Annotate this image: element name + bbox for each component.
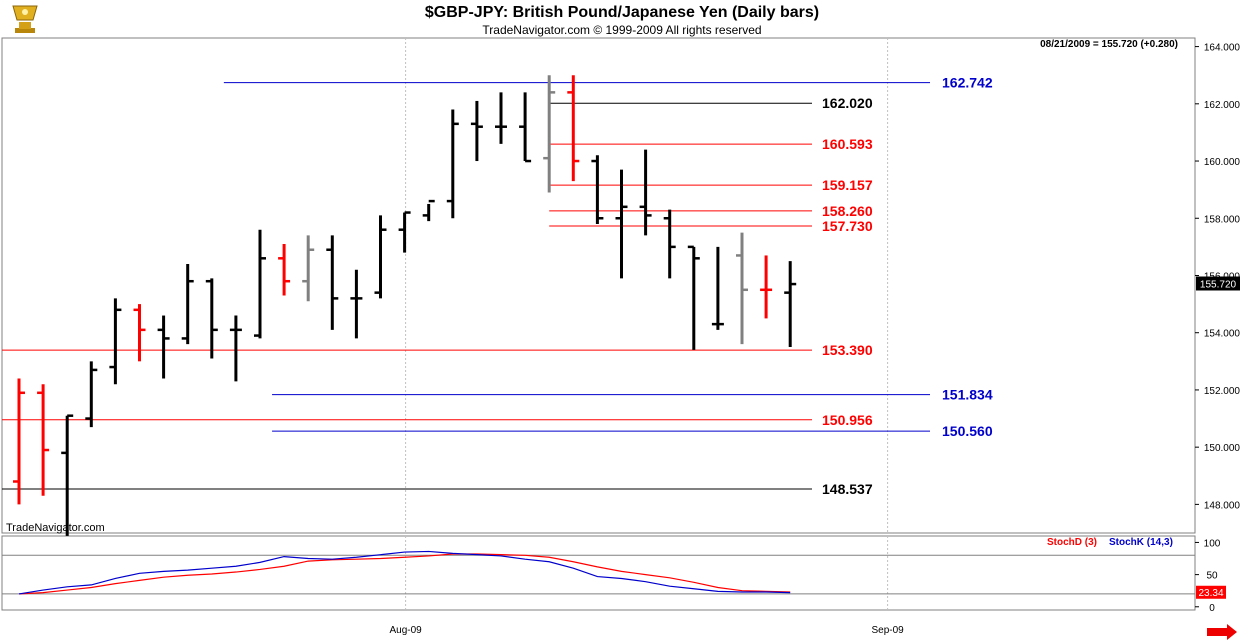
- ohlc-bar: [736, 232, 748, 345]
- ohlc-bar: [543, 75, 556, 193]
- grid-lines: [405, 38, 889, 610]
- chart-title: $GBP-JPY: British Pound/Japanese Yen (Da…: [425, 4, 819, 21]
- price-bars: [13, 75, 797, 536]
- ohlc-bar: [519, 92, 532, 163]
- ohlc-bar: [567, 75, 580, 182]
- ohlc-bar: [374, 215, 387, 299]
- x-tick-label: Sep-09: [871, 625, 904, 636]
- chart-subtitle: TradeNavigator.com © 1999-2009 All right…: [482, 23, 761, 37]
- y-tick-label: 158.000: [1204, 214, 1241, 225]
- ohlc-bar: [663, 209, 676, 279]
- ohlc-bar: [13, 378, 25, 505]
- chart-frame: [1, 37, 1196, 611]
- level-label: 159.157: [822, 177, 873, 193]
- stoch-tick-label: 0: [1209, 603, 1215, 614]
- support-resistance-levels: 162.742 162.020 160.593 159.157 158.260157.7…: [2, 75, 993, 497]
- stoch-last-tag: [1196, 585, 1226, 599]
- stoch-d-line: [18, 553, 791, 595]
- scroll-right-arrow-icon[interactable]: [1207, 624, 1237, 640]
- ohlc-bar: [181, 264, 194, 345]
- ohlc-bar: [711, 246, 724, 330]
- ohlc-bar: [229, 315, 242, 382]
- ohlc-bar: [784, 261, 797, 348]
- y-tick-label: 154.000: [1204, 329, 1241, 340]
- ohlc-bar: [157, 315, 170, 379]
- ohlc-bar: [133, 304, 146, 362]
- ohlc-bar: [615, 169, 628, 279]
- ohlc-bar: [85, 361, 98, 428]
- trophy-icon: [12, 5, 38, 33]
- axis-labels: Aug-09 Sep-09 148.000 150.000 152.000 154.000…: [389, 43, 1240, 636]
- ohlc-bar: [470, 100, 483, 162]
- ohlc-bar: [302, 235, 315, 302]
- y-tick-label: 160.000: [1204, 157, 1241, 168]
- stoch-panel-border: [1, 535, 1196, 611]
- level-label: 150.956: [822, 412, 873, 428]
- ohlc-bar: [446, 109, 459, 219]
- level-label: 162.020: [822, 95, 873, 111]
- level-label: 158.260: [822, 203, 873, 219]
- y-tick-label: 148.000: [1204, 500, 1241, 511]
- watermark: TradeNavigator.com: [6, 522, 105, 534]
- ohlc-bar: [109, 298, 122, 385]
- stoch-tick-label: 100: [1204, 538, 1221, 549]
- last-price-tag: [1196, 276, 1240, 291]
- price-panel-border: [1, 37, 1196, 534]
- level-label: 150.560: [942, 423, 993, 439]
- level-label: 157.730: [822, 218, 873, 234]
- legend-stoch-k: StochK (14,3): [1109, 537, 1173, 548]
- legend-stoch-d: StochD (3): [1047, 537, 1097, 548]
- y-tick-label: 162.000: [1204, 100, 1241, 111]
- y-tick-label: 152.000: [1204, 386, 1241, 397]
- y-tick-label: 164.000: [1204, 43, 1241, 54]
- ohlc-bar: [760, 255, 773, 319]
- ohlc-bar: [205, 278, 218, 359]
- level-label: 151.834: [942, 387, 993, 403]
- level-label: 162.742: [942, 75, 993, 91]
- stoch-tick-label: 50: [1206, 571, 1218, 582]
- ohlc-bar: [254, 229, 266, 339]
- last-price-label: 155.720: [1200, 279, 1237, 290]
- level-label: 160.593: [822, 136, 873, 152]
- ohlc-bar: [350, 269, 363, 339]
- ohlc-bar: [639, 149, 652, 236]
- ohlc-bar: [326, 235, 339, 330]
- ohlc-bar: [37, 384, 50, 496]
- x-tick-label: Aug-09: [389, 625, 422, 636]
- ohlc-bar: [61, 414, 74, 536]
- stoch-last-label: 23.34: [1198, 588, 1223, 599]
- stoch-k-line: [18, 550, 791, 595]
- level-label: 148.537: [822, 481, 873, 497]
- quote-readout: 08/21/2009 = 155.720 (+0.280): [1040, 39, 1178, 50]
- ohlc-bar: [495, 92, 507, 144]
- ohlc-bar: [398, 211, 411, 253]
- stochastics-panel: 100 50 0 StochD (3) StochK (14,3) 23.34: [2, 537, 1226, 614]
- level-label: 153.390: [822, 342, 873, 358]
- ohlc-bar: [422, 199, 435, 222]
- y-tick-label: 150.000: [1204, 443, 1241, 454]
- ohlc-bar: [278, 244, 291, 296]
- ohlc-bar: [687, 245, 700, 350]
- ohlc-bar: [591, 155, 604, 224]
